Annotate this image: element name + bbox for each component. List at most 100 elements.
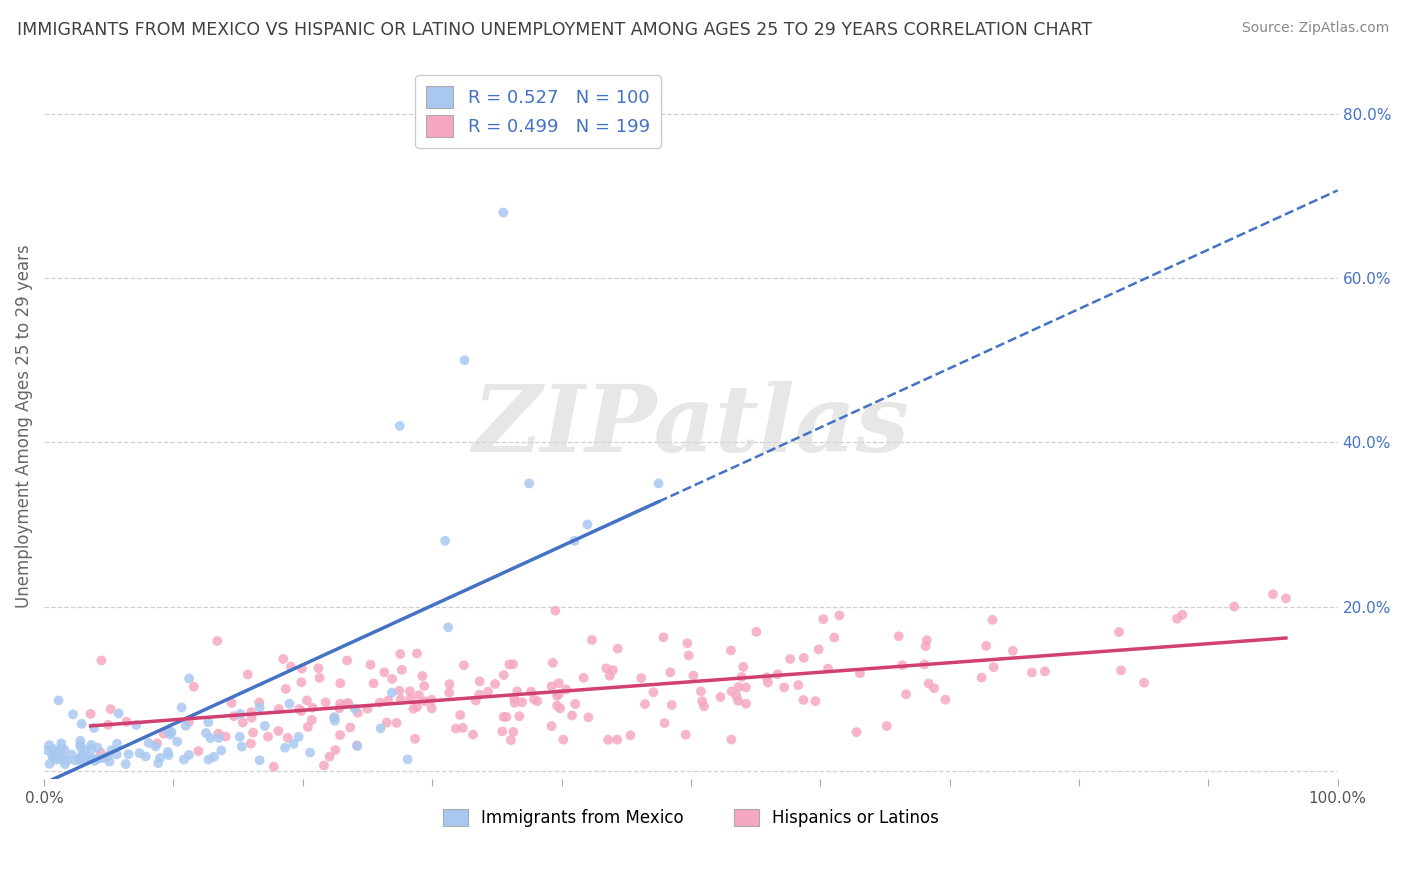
Point — [725, 689, 748, 703]
Point — [86, 740, 108, 755]
Point — [274, 740, 297, 755]
Point — [207, 726, 229, 740]
Point — [117, 747, 139, 762]
Point — [555, 682, 578, 697]
Point — [343, 701, 366, 715]
Point — [267, 724, 290, 739]
Point — [187, 744, 209, 758]
Point — [290, 704, 312, 718]
Point — [553, 732, 575, 747]
Point — [87, 752, 110, 766]
Point — [239, 737, 262, 751]
Point — [406, 647, 429, 661]
Point — [630, 671, 652, 685]
Point — [444, 722, 467, 736]
Point — [287, 730, 309, 744]
Point — [439, 677, 461, 691]
Point — [159, 728, 181, 742]
Point — [599, 669, 621, 683]
Point — [453, 658, 475, 673]
Point — [202, 749, 225, 764]
Point — [595, 661, 617, 675]
Point — [336, 653, 359, 667]
Point — [411, 669, 433, 683]
Point — [377, 693, 399, 707]
Point — [540, 719, 562, 733]
Point — [492, 710, 515, 724]
Point — [983, 660, 1005, 674]
Point — [918, 676, 941, 690]
Point — [544, 604, 567, 618]
Point — [42, 742, 65, 756]
Point — [756, 675, 779, 690]
Point — [38, 738, 60, 752]
Point — [72, 749, 94, 764]
Point — [325, 743, 347, 757]
Point — [363, 676, 385, 690]
Point — [876, 719, 898, 733]
Point — [368, 696, 391, 710]
Point — [318, 749, 340, 764]
Point — [548, 701, 571, 715]
Point — [845, 725, 868, 739]
Point — [82, 752, 104, 766]
Point — [307, 661, 329, 675]
Point — [399, 684, 422, 698]
Point — [41, 749, 63, 764]
Point — [346, 739, 368, 754]
Point — [253, 719, 276, 733]
Point — [48, 693, 70, 707]
Point — [915, 633, 938, 648]
Point — [540, 679, 562, 693]
Point — [100, 743, 122, 757]
Point — [240, 711, 263, 725]
Point — [329, 728, 352, 742]
Point — [572, 671, 595, 685]
Point — [420, 701, 443, 715]
Point — [271, 652, 294, 666]
Point — [523, 692, 546, 706]
Point — [477, 684, 499, 698]
Point — [80, 738, 103, 752]
Point — [315, 695, 337, 709]
Point — [437, 620, 460, 634]
Point — [146, 756, 169, 771]
Point — [107, 706, 129, 721]
Point — [576, 517, 599, 532]
Point — [208, 731, 231, 745]
Point — [690, 684, 713, 698]
Point — [49, 741, 72, 756]
Point — [69, 749, 91, 764]
Point — [52, 750, 75, 764]
Point — [453, 353, 475, 368]
Point — [793, 651, 815, 665]
Point — [807, 642, 830, 657]
Point — [360, 657, 382, 672]
Point — [152, 726, 174, 740]
Point — [381, 672, 404, 686]
Point — [402, 702, 425, 716]
Point — [329, 676, 352, 690]
Point — [981, 613, 1004, 627]
Point — [682, 668, 704, 682]
Point — [647, 476, 669, 491]
Point — [46, 746, 69, 760]
Point — [823, 631, 845, 645]
Point — [277, 731, 299, 745]
Point — [546, 698, 568, 713]
Point — [766, 667, 789, 681]
Point — [1261, 587, 1284, 601]
Point — [468, 674, 491, 689]
Point — [391, 663, 413, 677]
Point — [60, 747, 83, 762]
Point — [247, 696, 270, 710]
Y-axis label: Unemployment Among Ages 25 to 29 years: Unemployment Among Ages 25 to 29 years — [15, 244, 32, 607]
Point — [232, 715, 254, 730]
Point — [299, 746, 322, 760]
Point — [249, 753, 271, 767]
Point — [602, 663, 624, 677]
Point — [105, 737, 128, 751]
Point — [278, 697, 301, 711]
Point — [735, 697, 758, 711]
Point — [974, 639, 997, 653]
